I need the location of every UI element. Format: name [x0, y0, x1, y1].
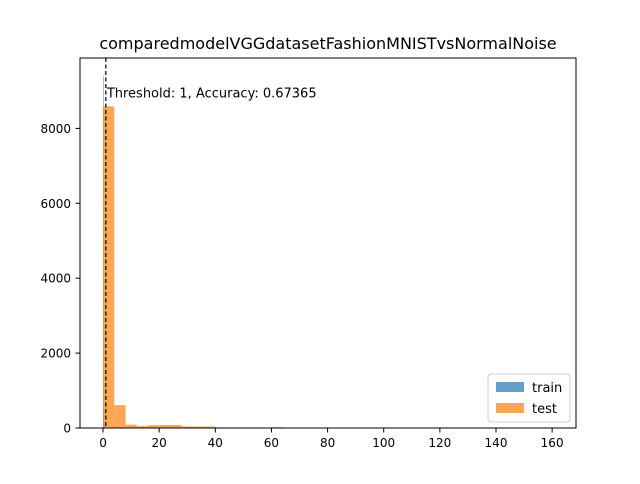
threshold-marker: Threshold: 1, Accuracy: 0.67365 — [105, 58, 317, 428]
plot-area-frame — [79, 57, 577, 429]
x-tick-label-40: 40 — [208, 436, 223, 450]
y-axis: 0 2000 4000 6000 8000 — [40, 122, 80, 436]
legend-label-test: test — [532, 402, 557, 417]
bar-test-2 — [125, 424, 137, 428]
x-tick-label-140: 140 — [485, 436, 508, 450]
y-tick-label-2000: 2000 — [40, 347, 71, 361]
y-tick-label-0: 0 — [63, 422, 71, 436]
y-tick-label-8000: 8000 — [40, 122, 71, 136]
chart-title: comparedmodelVGGdatasetFashionMNISTvsNor… — [99, 34, 556, 53]
bar-test-6 — [181, 426, 216, 428]
threshold-label: Threshold: 1, Accuracy: 0.67365 — [106, 86, 317, 101]
x-tick-label-60: 60 — [264, 436, 279, 450]
x-tick-label-100: 100 — [372, 436, 395, 450]
legend-swatch-test — [496, 403, 524, 413]
x-axis: 0 20 40 60 80 100 120 140 160 — [99, 428, 564, 450]
y-tick-label-6000: 6000 — [40, 197, 71, 211]
bar-test-5 — [159, 425, 182, 428]
bar-test-4 — [147, 425, 160, 428]
legend-swatch-train — [496, 382, 524, 392]
legend-label-train: train — [532, 381, 562, 396]
chart-legend: train test — [487, 373, 571, 423]
histogram-bars — [103, 75, 283, 428]
x-tick-label-160: 160 — [541, 436, 564, 450]
bar-test-1 — [114, 405, 126, 428]
bar-test-3 — [136, 426, 148, 428]
x-tick-label-80: 80 — [320, 436, 335, 450]
bar-test-0 — [103, 106, 115, 428]
x-tick-label-20: 20 — [152, 436, 167, 450]
x-tick-label-0: 0 — [99, 436, 107, 450]
x-tick-label-120: 120 — [428, 436, 451, 450]
y-tick-label-4000: 4000 — [40, 272, 71, 286]
